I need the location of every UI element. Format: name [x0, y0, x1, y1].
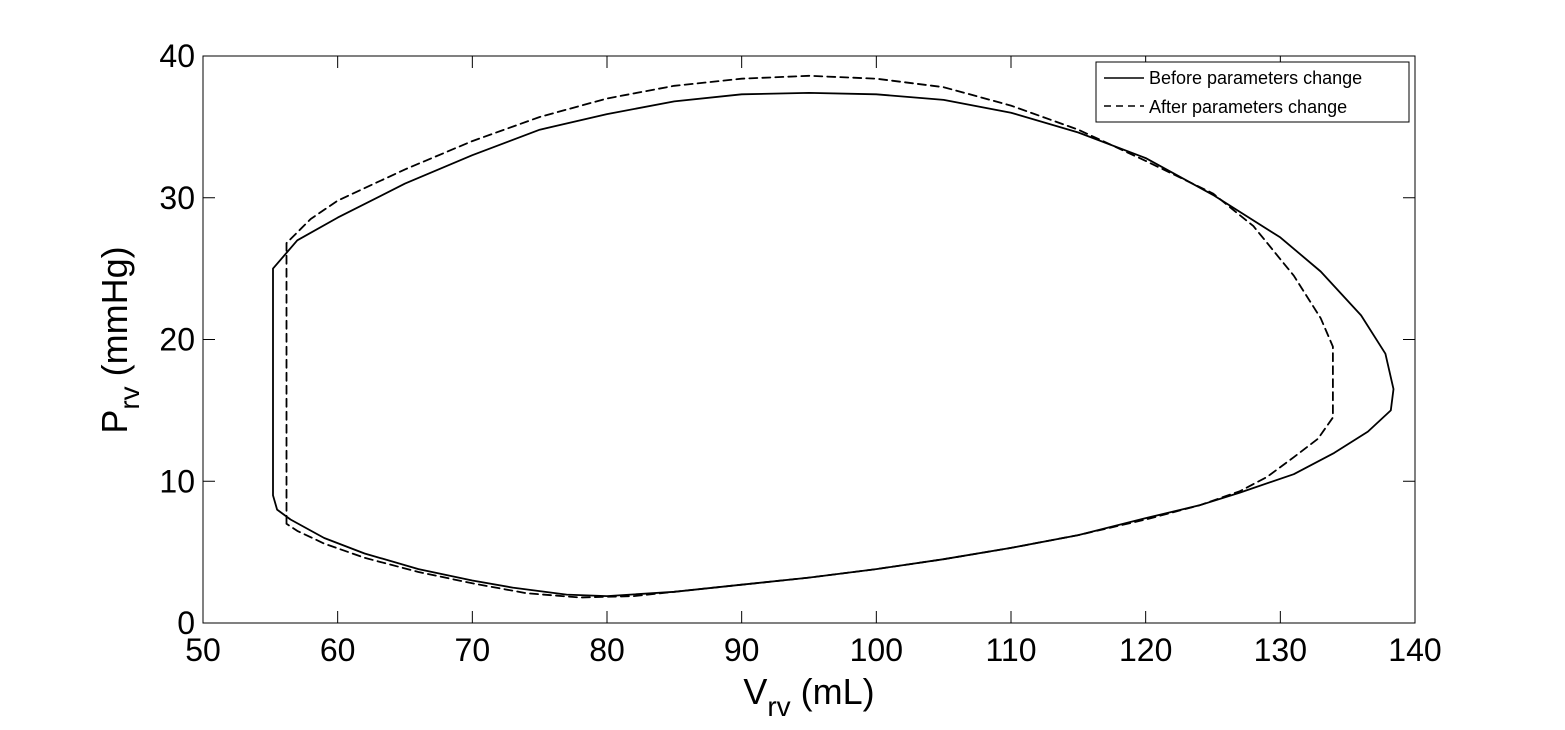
- y-axis-label: Prv (mmHg): [94, 246, 145, 433]
- x-tick-label: 120: [1119, 632, 1172, 668]
- y-tick-label: 20: [159, 322, 195, 358]
- y-tick-label: 0: [177, 605, 195, 641]
- x-axis-label: Vrv (mL): [743, 671, 874, 722]
- y-tick-label: 10: [159, 463, 195, 499]
- series-line-after: [285, 74, 1334, 599]
- legend-box: [1095, 61, 1410, 123]
- x-tick-label: 130: [1254, 632, 1307, 668]
- x-tick-label: 70: [455, 632, 491, 668]
- legend-label-after: After parameters change: [1149, 97, 1347, 117]
- x-tick-labels: 50 60 70 80 90 100 110 120 130 140: [185, 632, 1441, 668]
- plot-area: [202, 55, 1416, 624]
- series-layer: [272, 74, 1395, 599]
- x-tick-label: 60: [320, 632, 356, 668]
- x-tick-label: 90: [724, 632, 760, 668]
- legend-label-before: Before parameters change: [1149, 68, 1362, 88]
- legend: Before parameters change After parameter…: [1095, 61, 1410, 123]
- y-tick-label: 40: [159, 38, 195, 74]
- x-tick-label: 80: [589, 632, 625, 668]
- x-tick-label: 50: [185, 632, 221, 668]
- y-tick-labels: 0 10 20 30 40: [159, 38, 195, 641]
- x-tick-label: 110: [985, 632, 1036, 668]
- x-tick-label: 140: [1388, 632, 1441, 668]
- x-tick-label: 100: [850, 632, 903, 668]
- y-tick-label: 30: [159, 180, 195, 216]
- series-line-before: [272, 92, 1395, 597]
